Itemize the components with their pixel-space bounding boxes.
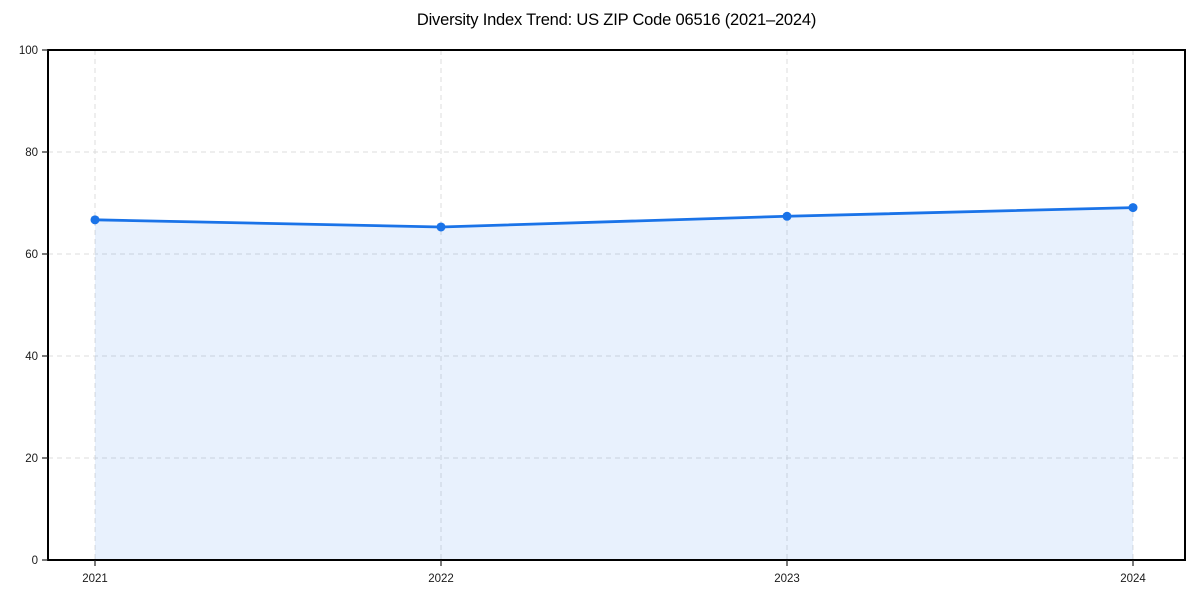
- x-tick-label: 2021: [82, 573, 108, 585]
- data-point: [1128, 203, 1138, 213]
- trend-line: [94, 206, 1134, 229]
- x-tick-label: 2024: [1120, 573, 1146, 585]
- y-tick-label: 100: [19, 45, 38, 57]
- area-fill: [95, 207, 1133, 560]
- y-tick-label: 0: [32, 555, 38, 567]
- data-point: [90, 215, 100, 225]
- x-tick-label: 2022: [428, 573, 454, 585]
- data-point: [782, 211, 792, 221]
- chart-title: Diversity Index Trend: US ZIP Code 06516…: [416, 11, 817, 29]
- x-tick-label: 2023: [774, 573, 800, 585]
- y-tick-label: 60: [25, 249, 38, 261]
- y-tick-label: 80: [25, 147, 38, 159]
- y-tick-label: 20: [25, 453, 38, 465]
- data-point: [436, 222, 446, 232]
- axis-spine-box: [47, 49, 1186, 561]
- y-tick-label: 40: [25, 351, 38, 363]
